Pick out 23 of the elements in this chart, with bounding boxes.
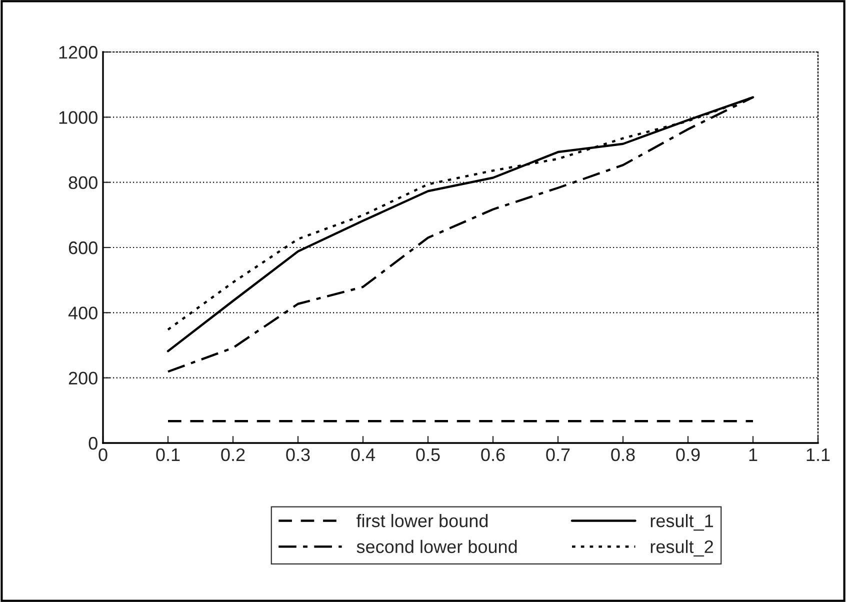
x-tick-label: 0.1 [156, 448, 180, 462]
y-tick-label: 0 [88, 436, 98, 450]
legend-label: result_2 [650, 540, 713, 557]
legend-label: result_1 [650, 514, 714, 531]
x-tick-label: 0.4 [351, 448, 376, 462]
y-tick-label: 600 [68, 241, 98, 254]
x-tick-label: 0.5 [416, 448, 440, 462]
x-tick-label: 0.6 [481, 448, 505, 462]
y-tick-label: 200 [68, 372, 98, 385]
x-tick-label: 0.8 [611, 448, 635, 462]
y-tick-label: 1000 [59, 111, 98, 124]
x-tick-label: 1 [749, 448, 758, 461]
x-tick-label: 0.3 [286, 448, 310, 462]
x-tick-label: 0.9 [676, 448, 700, 462]
x-tick-label: 0.7 [546, 448, 570, 462]
x-tick-label: 0.2 [221, 448, 245, 462]
legend-label: second lower bound [356, 540, 517, 554]
x-tick-label: 0 [98, 448, 108, 462]
y-tick-label: 400 [68, 306, 98, 320]
x-tick-label: 1.1 [806, 448, 830, 461]
legend-label: first lower bound [356, 514, 488, 528]
y-tick-label: 800 [68, 176, 98, 190]
y-tick-label: 1200 [59, 46, 98, 59]
